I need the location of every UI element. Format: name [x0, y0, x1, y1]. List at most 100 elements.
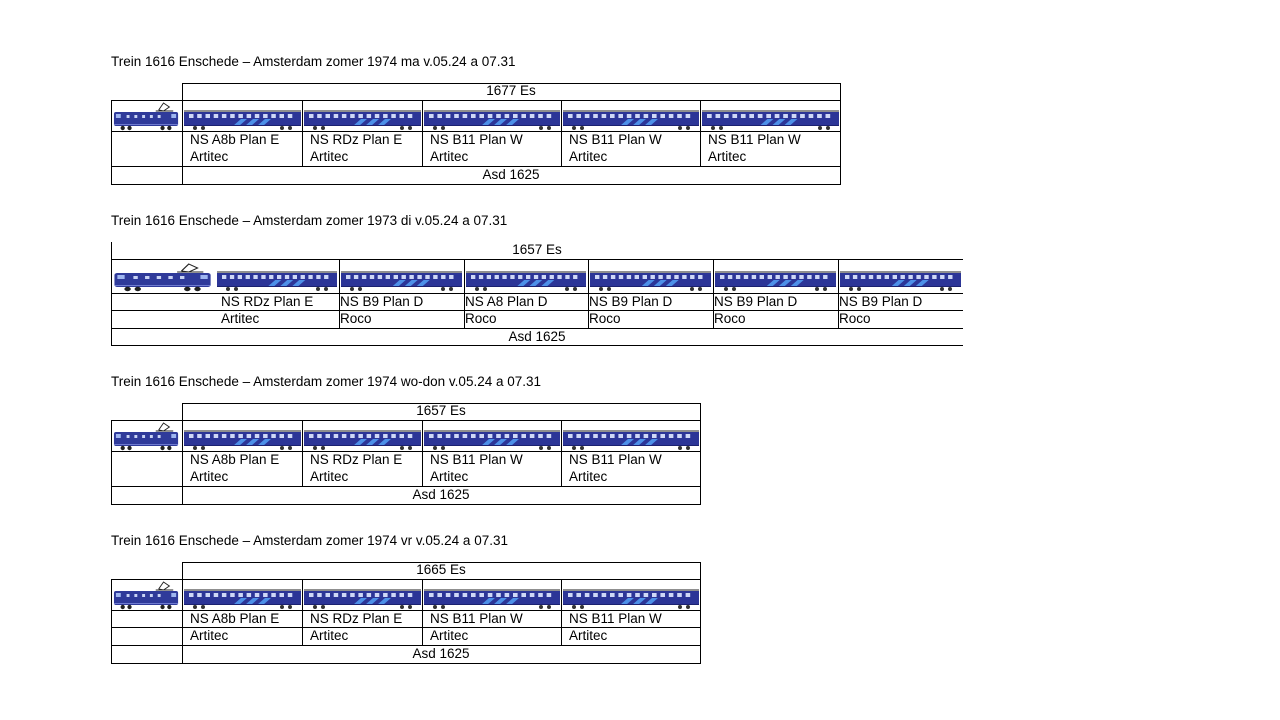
- vehicle-type-label: NS B11 Plan W: [569, 132, 662, 147]
- consist-title: Trein 1616 Enschede – Amsterdam zomer 19…: [111, 374, 542, 389]
- table-rule: [182, 403, 701, 404]
- table-rule: [111, 293, 963, 294]
- vehicle-type-label: NS B9 Plan D: [340, 294, 424, 309]
- vehicle-maker-label: Roco: [714, 311, 746, 326]
- coach-icon: [303, 101, 422, 134]
- table-rule: [561, 420, 562, 486]
- vehicle-type-label: NS B11 Plan W: [430, 611, 523, 626]
- locomotive-icon: [113, 101, 181, 134]
- vehicle-maker-label: Artitec: [221, 311, 260, 326]
- locomotive-icon: [113, 580, 181, 613]
- vehicle-type-label: NS B11 Plan W: [569, 452, 662, 467]
- table-rule: [464, 259, 465, 328]
- vehicle-maker-label: Artitec: [190, 469, 229, 484]
- vehicle-type-label: NS A8b Plan E: [190, 452, 280, 467]
- destination-label: Asd 1625: [412, 646, 470, 661]
- coach-icon: [562, 101, 700, 134]
- vehicle-maker-label: Artitec: [430, 469, 469, 484]
- coach-icon: [423, 101, 561, 134]
- table-rule: [302, 100, 303, 166]
- table-rule: [111, 259, 963, 260]
- vehicle-maker-label: Artitec: [708, 149, 747, 164]
- table-rule: [111, 100, 841, 101]
- coach-icon: [589, 262, 712, 295]
- coach-icon: [423, 580, 561, 613]
- table-rule: [561, 579, 562, 645]
- vehicle-maker-label: Artitec: [190, 149, 229, 164]
- table-rule: [111, 610, 701, 611]
- table-rule: [700, 562, 701, 664]
- table-rule: [838, 259, 839, 328]
- origin-label: 1677 Es: [486, 83, 536, 98]
- origin-label: 1657 Es: [416, 403, 466, 418]
- table-rule: [111, 579, 112, 664]
- table-rule: [111, 420, 701, 421]
- vehicle-maker-label: Artitec: [310, 149, 349, 164]
- coach-icon: [183, 580, 302, 613]
- vehicle-maker-label: Artitec: [569, 149, 608, 164]
- coach-icon: [303, 421, 422, 454]
- vehicle-maker-label: Roco: [589, 311, 621, 326]
- vehicle-maker-label: Artitec: [569, 469, 608, 484]
- table-rule: [111, 420, 112, 505]
- coach-icon: [183, 421, 302, 454]
- table-rule: [111, 345, 963, 346]
- table-rule: [588, 259, 589, 328]
- table-rule: [111, 663, 701, 664]
- table-rule: [713, 259, 714, 328]
- table-rule: [111, 131, 841, 132]
- table-rule: [111, 242, 112, 346]
- table-rule: [111, 451, 701, 452]
- coach-icon: [216, 262, 338, 295]
- consist-grid: 1657 Es Asd 1625 NS A8b Plan E Artitec N: [111, 403, 701, 505]
- destination-label: Asd 1625: [412, 487, 470, 502]
- table-rule: [840, 83, 841, 185]
- vehicle-maker-label: Artitec: [310, 628, 349, 643]
- coach-icon: [714, 262, 837, 295]
- table-rule: [182, 562, 701, 563]
- vehicle-maker-label: Artitec: [190, 628, 229, 643]
- table-rule: [111, 504, 701, 505]
- vehicle-type-label: NS B9 Plan D: [839, 294, 923, 309]
- locomotive-icon: [113, 421, 181, 454]
- table-rule: [422, 420, 423, 486]
- table-rule: [302, 420, 303, 486]
- vehicle-type-label: NS B9 Plan D: [589, 294, 673, 309]
- table-rule: [111, 627, 701, 628]
- vehicle-maker-label: Roco: [465, 311, 497, 326]
- origin-label: 1657 Es: [512, 242, 562, 257]
- table-rule: [182, 83, 841, 84]
- table-rule: [302, 579, 303, 645]
- vehicle-type-label: NS A8 Plan D: [465, 294, 548, 309]
- locomotive-icon: [113, 262, 215, 295]
- vehicle-maker-label: Roco: [340, 311, 372, 326]
- consist-grid: 1657 Es Asd 1625 NS RDz Plan E Artitec N: [111, 242, 963, 346]
- vehicle-maker-label: Artitec: [430, 149, 469, 164]
- coach-icon: [423, 421, 561, 454]
- table-rule: [111, 166, 841, 167]
- vehicle-type-label: NS B11 Plan W: [708, 132, 801, 147]
- table-rule: [182, 83, 183, 185]
- vehicle-type-label: NS B11 Plan W: [430, 452, 523, 467]
- vehicle-type-label: NS B11 Plan W: [569, 611, 662, 626]
- coach-icon: [340, 262, 463, 295]
- table-rule: [700, 403, 701, 505]
- table-rule: [111, 579, 701, 580]
- coach-icon: [701, 101, 840, 134]
- coach-icon: [183, 101, 302, 134]
- table-rule: [111, 310, 963, 311]
- vehicle-type-label: NS RDz Plan E: [310, 132, 403, 147]
- consist-title: Trein 1616 Enschede – Amsterdam zomer 19…: [111, 533, 508, 548]
- table-rule: [182, 403, 183, 505]
- table-rule: [111, 328, 963, 329]
- consist-grid: 1677 Es Asd 1625 NS A8b Plan E Artitec N: [111, 83, 841, 185]
- coach-icon: [562, 580, 700, 613]
- coach-icon: [562, 421, 700, 454]
- table-rule: [182, 562, 183, 664]
- origin-label: 1665 Es: [416, 562, 466, 577]
- table-rule: [422, 579, 423, 645]
- consist-title: Trein 1616 Enschede – Amsterdam zomer 19…: [111, 54, 516, 69]
- table-rule: [700, 100, 701, 166]
- destination-label: Asd 1625: [482, 167, 540, 182]
- table-rule: [422, 100, 423, 166]
